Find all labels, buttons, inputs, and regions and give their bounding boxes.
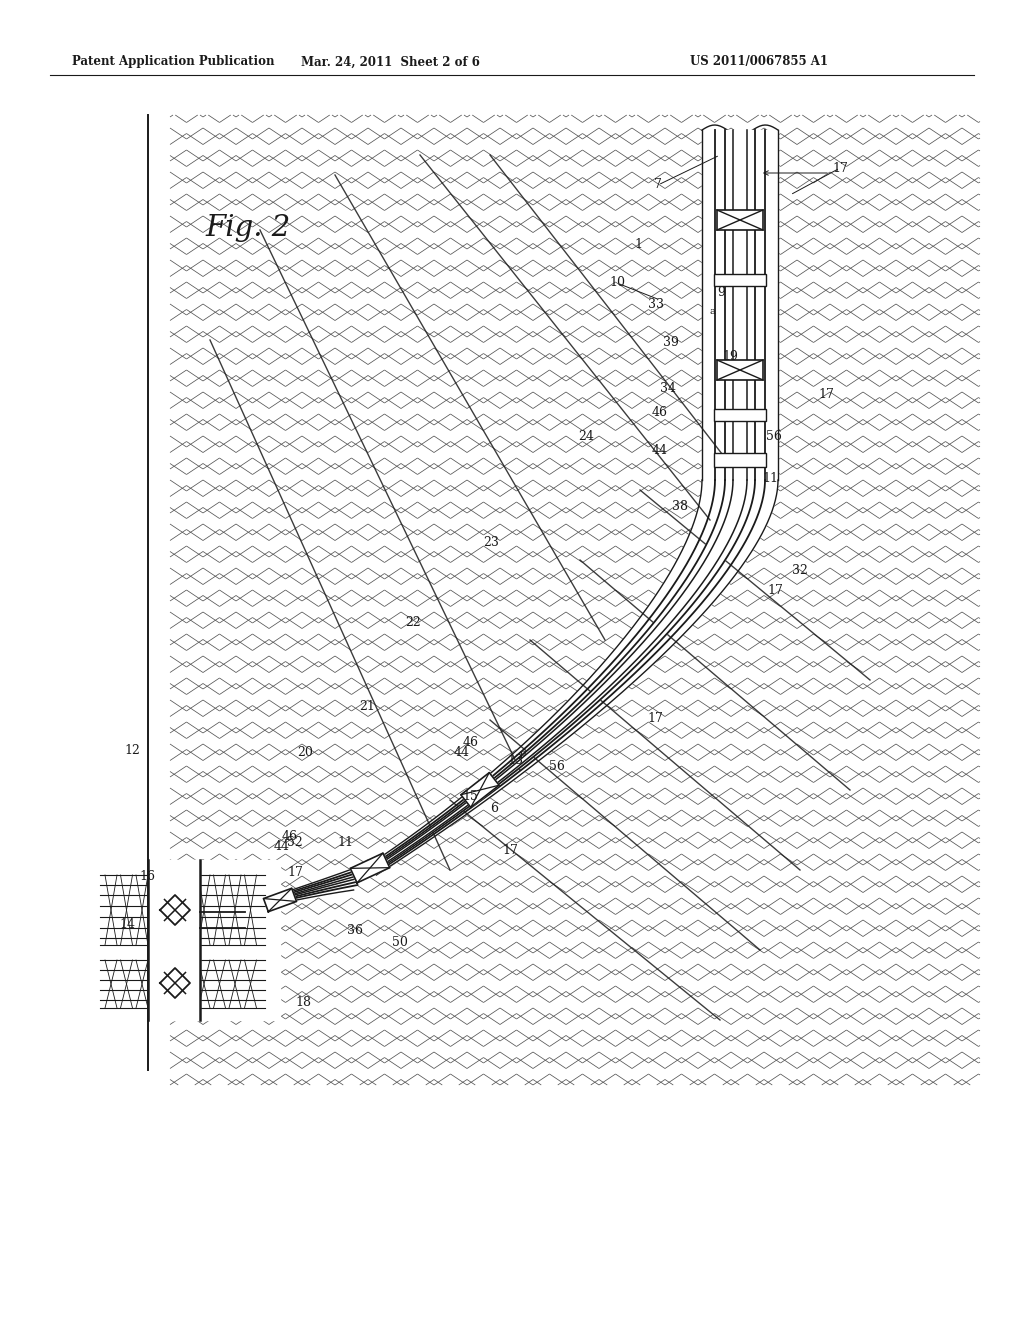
Text: p: p [520, 748, 526, 758]
Polygon shape [350, 853, 390, 883]
Text: 17: 17 [818, 388, 834, 401]
Text: 46: 46 [463, 737, 479, 750]
Polygon shape [461, 772, 499, 808]
Polygon shape [204, 865, 373, 921]
Text: Patent Application Publication: Patent Application Publication [72, 55, 274, 69]
Text: 11: 11 [337, 836, 353, 849]
Bar [717, 360, 763, 380]
Polygon shape [263, 888, 297, 912]
Text: 17: 17 [287, 866, 303, 879]
Text: 34: 34 [660, 381, 676, 395]
Text: 13: 13 [507, 754, 523, 767]
Text: 32: 32 [792, 564, 808, 577]
Text: 24: 24 [579, 429, 594, 442]
Polygon shape [362, 480, 746, 875]
Text: 46: 46 [282, 829, 298, 842]
Text: 56: 56 [549, 760, 565, 774]
Text: 44: 44 [454, 747, 470, 759]
Text: 46: 46 [652, 405, 668, 418]
Text: 38: 38 [672, 500, 688, 513]
Text: 20: 20 [297, 746, 313, 759]
Text: 19: 19 [722, 351, 738, 363]
Text: 15: 15 [462, 791, 478, 804]
Text: 12: 12 [124, 743, 140, 756]
Text: 17: 17 [767, 583, 783, 597]
Text: 44: 44 [274, 841, 290, 854]
Text: 1: 1 [634, 239, 642, 252]
Polygon shape [353, 480, 778, 875]
Text: a: a [710, 308, 715, 317]
Text: 23: 23 [483, 536, 499, 549]
Text: 14: 14 [119, 919, 135, 932]
Text: US 2011/0067855 A1: US 2011/0067855 A1 [690, 55, 828, 69]
Text: 6: 6 [490, 801, 498, 814]
Text: 52: 52 [287, 837, 303, 850]
Text: 50: 50 [392, 936, 408, 949]
Polygon shape [357, 480, 765, 875]
Text: 39: 39 [664, 335, 679, 348]
Text: 17: 17 [647, 711, 663, 725]
Text: 22: 22 [406, 615, 421, 628]
Text: 9: 9 [717, 286, 725, 300]
Text: 17: 17 [833, 161, 848, 174]
Bar [714, 275, 766, 286]
Text: 18: 18 [295, 997, 311, 1010]
Polygon shape [205, 873, 367, 920]
Polygon shape [360, 480, 755, 875]
Bar [714, 409, 766, 421]
Polygon shape [204, 869, 370, 920]
Polygon shape [203, 861, 377, 921]
Text: 33: 33 [648, 298, 664, 312]
Text: 17: 17 [502, 843, 518, 857]
Text: 21: 21 [359, 700, 375, 713]
Text: Mar. 24, 2011  Sheet 2 of 6: Mar. 24, 2011 Sheet 2 of 6 [301, 55, 479, 69]
Text: 7: 7 [654, 178, 662, 191]
Text: 11: 11 [762, 471, 778, 484]
Text: 36: 36 [347, 924, 362, 936]
Text: 56: 56 [766, 430, 782, 444]
Bar [717, 210, 763, 230]
Bar [714, 453, 766, 467]
Text: 44: 44 [652, 444, 668, 457]
Text: 16: 16 [139, 870, 155, 883]
Text: 10: 10 [609, 276, 625, 289]
Text: Fig. 2: Fig. 2 [206, 214, 291, 242]
